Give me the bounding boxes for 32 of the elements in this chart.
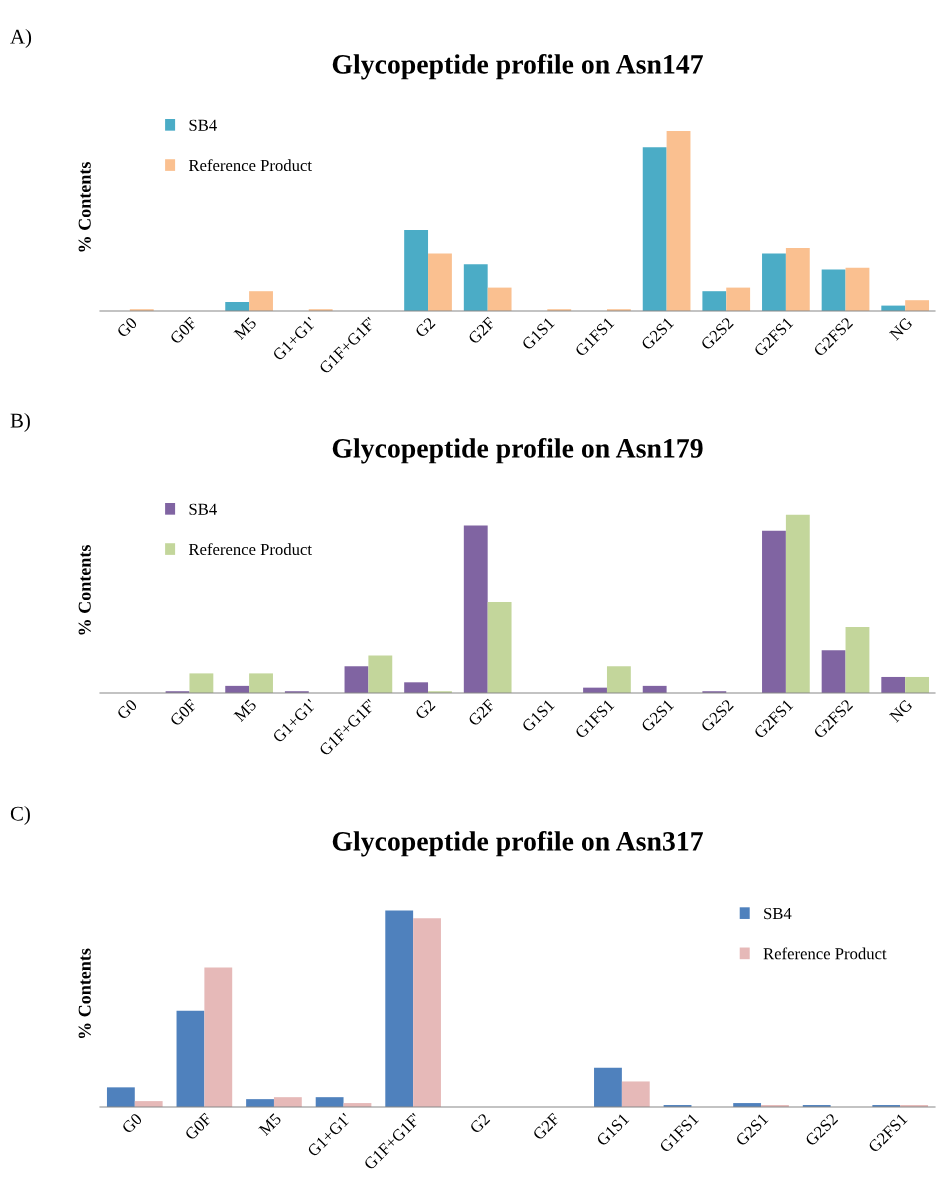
x-tick-label: M5	[233, 698, 257, 723]
legend-label: Reference Product	[188, 543, 312, 556]
chart-title: Glycopeptide profile on Asn179	[332, 437, 703, 464]
x-tick-label: G2	[414, 698, 436, 721]
legend-label: SB4	[189, 119, 217, 131]
text: A)	[10, 29, 32, 48]
chart-title: Glycopeptide profile on Asn147	[332, 53, 703, 80]
x-tick-label: G2F	[467, 316, 496, 345]
x-tick-label: G2F	[467, 698, 496, 727]
text: C)	[10, 806, 30, 825]
x-tick-label: G2F	[532, 1112, 561, 1141]
legend-label: Reference Product	[188, 159, 312, 172]
y-axis-title: % Contents	[78, 545, 91, 635]
y-axis-title: % Contents	[78, 162, 91, 252]
legend-label: SB4	[764, 907, 792, 920]
x-tick-label: M5	[233, 316, 257, 341]
chart-title: Glycopeptide profile on Asn317	[332, 830, 703, 857]
legend-label: SB4	[189, 503, 217, 515]
x-tick-label: G0	[121, 1112, 143, 1135]
x-tick-label: G0	[116, 316, 138, 339]
legend-label: Reference Product	[763, 947, 887, 960]
text: B)	[10, 413, 30, 432]
x-tick-label: NG	[888, 316, 914, 341]
x-tick-label: G0F	[184, 1112, 213, 1141]
x-tick-label: M5	[258, 1112, 282, 1137]
x-tick-label: G2	[414, 316, 436, 339]
x-tick-label: G2	[469, 1112, 491, 1135]
x-tick-label: G0	[116, 698, 138, 721]
x-tick-label: G0F	[169, 698, 198, 727]
x-tick-label: NG	[888, 698, 914, 723]
y-axis-title: % Contents	[78, 948, 91, 1039]
x-tick-label: G0F	[169, 316, 198, 345]
